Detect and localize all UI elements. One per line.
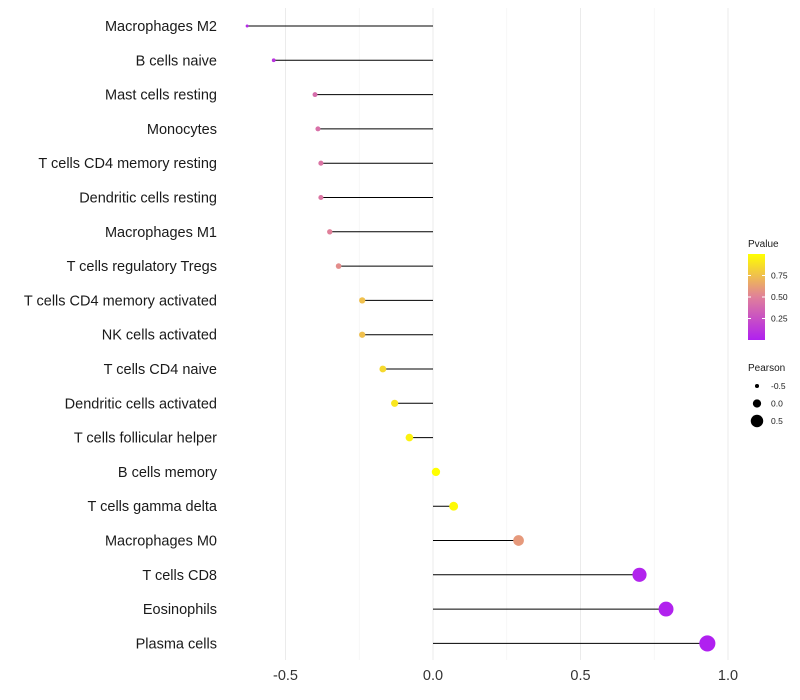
pearson-legend-label: 0.5 — [771, 416, 783, 426]
category-label: T cells CD4 memory activated — [24, 293, 217, 309]
pearson-legend: Pearson -0.5 0.0 0.5 — [748, 363, 786, 428]
category-label: NK cells activated — [102, 328, 217, 344]
category-label: T cells CD8 — [142, 568, 217, 584]
pvalue-colorbar — [748, 254, 765, 340]
colorbar-tick-label: 0.75 — [771, 271, 788, 281]
category-label: T cells CD4 memory resting — [38, 156, 217, 172]
x-tick-label: 0.0 — [423, 668, 443, 684]
pearson-legend-label: 0.0 — [771, 399, 783, 409]
x-tick-label: 0.5 — [570, 668, 590, 684]
category-label: T cells follicular helper — [74, 431, 217, 447]
pvalue-colorbar-ticks: 0.25 0.50 0.75 — [748, 271, 788, 324]
lollipop-point — [312, 92, 318, 98]
category-labels: Macrophages M2 B cells naive Mast cells re… — [24, 19, 218, 652]
pearson-legend-key — [750, 414, 764, 428]
lollipop-point — [391, 399, 399, 407]
lollipop-segments — [247, 25, 708, 644]
lollipop-point — [658, 601, 674, 617]
lollipop-point — [379, 365, 387, 373]
x-tick-label: 1.0 — [718, 668, 738, 684]
category-label: Macrophages M2 — [105, 19, 217, 35]
category-label: Macrophages M1 — [105, 225, 217, 241]
x-axis-tick-labels: -0.5 0.0 0.5 1.0 — [273, 668, 738, 684]
lollipop-point — [315, 126, 321, 132]
lollipop-point — [431, 467, 441, 477]
category-label: T cells CD4 naive — [104, 362, 217, 378]
lollipop-points — [245, 24, 716, 652]
pvalue-legend-title: Pvalue — [748, 239, 779, 250]
lollipop-point — [327, 229, 333, 235]
pearson-legend-label: -0.5 — [771, 381, 786, 391]
category-label: Macrophages M0 — [105, 534, 217, 550]
category-label: Eosinophils — [143, 602, 217, 618]
colorbar-tick-label: 0.25 — [771, 314, 788, 324]
category-label: Mast cells resting — [105, 88, 217, 104]
lollipop-point — [632, 567, 647, 582]
category-label: Dendritic cells resting — [79, 191, 217, 207]
lollipop-point — [699, 635, 716, 652]
lollipop-point — [318, 160, 324, 166]
pearson-legend-keys: -0.5 0.0 0.5 — [750, 381, 786, 428]
category-label: B cells naive — [136, 53, 217, 69]
pearson-legend-title: Pearson — [748, 363, 785, 374]
category-label: B cells memory — [118, 465, 218, 481]
category-label: Dendritic cells activated — [65, 396, 217, 412]
lollipop-point — [335, 263, 342, 269]
x-tick-label: -0.5 — [273, 668, 298, 684]
category-label: Plasma cells — [136, 636, 217, 652]
category-label: Monocytes — [147, 122, 217, 138]
lollipop-point — [359, 331, 366, 338]
lollipop-point — [513, 535, 524, 546]
pearson-legend-key — [754, 383, 760, 389]
colorbar-tick-label: 0.50 — [771, 292, 788, 302]
lollipop-point — [318, 194, 324, 201]
pvalue-legend: Pvalue 0.25 0.50 0.75 — [748, 239, 788, 340]
lollipop-point — [245, 24, 249, 28]
lollipop-point — [359, 297, 366, 304]
lollipop-point — [449, 501, 459, 511]
lollipop-point — [405, 433, 414, 442]
category-label: T cells gamma delta — [88, 499, 218, 515]
category-label: T cells regulatory Tregs — [67, 259, 217, 275]
lollipop-point — [271, 58, 276, 63]
pearson-legend-key — [752, 399, 762, 408]
